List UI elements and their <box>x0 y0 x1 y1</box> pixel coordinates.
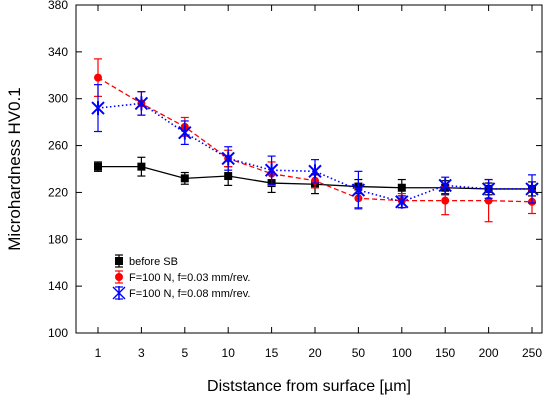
legend-marker <box>115 257 123 265</box>
y-tick-label: 220 <box>48 185 68 199</box>
y-tick-label: 140 <box>48 279 68 293</box>
x-tick-label: 10 <box>222 346 236 360</box>
x-tick-label: 1 <box>95 346 102 360</box>
series-3 <box>91 84 539 210</box>
legend-label: F=100 N, f=0.08 mm/rev. <box>129 288 250 300</box>
data-point <box>441 196 450 205</box>
y-axis-ticks: 100 140 180 220 260 300 340 380 <box>48 0 542 340</box>
x-tick-label: 100 <box>392 346 412 360</box>
data-point <box>481 181 496 196</box>
legend-item: F=100 N, f=0.08 mm/rev. <box>112 286 250 300</box>
x-axis-title: Diststance from surface [µm] <box>207 378 411 395</box>
x-tick-label: 50 <box>352 346 366 360</box>
data-point <box>178 125 192 140</box>
x-tick-label: 15 <box>265 346 279 360</box>
x-tick-label: 3 <box>138 346 145 360</box>
y-tick-label: 300 <box>48 92 68 106</box>
data-point <box>137 162 146 171</box>
data-point <box>264 163 279 178</box>
x-tick-label: 150 <box>435 346 455 360</box>
legend: before SB F=100 N, f=0.03 mm/rev. F=100 N,… <box>112 254 250 300</box>
data-point <box>221 151 235 166</box>
data-point <box>395 194 409 209</box>
data-point <box>397 183 406 192</box>
data-point <box>308 164 322 179</box>
legend-item: F=100 N, f=0.03 mm/rev. <box>115 270 250 284</box>
x-tick-label: 20 <box>308 346 322 360</box>
x-tick-label: 200 <box>479 346 499 360</box>
legend-item: before SB <box>115 254 178 268</box>
data-point <box>94 162 102 171</box>
y-tick-label: 340 <box>48 45 68 59</box>
x-tick-label: 5 <box>181 346 188 360</box>
y-tick-label: 380 <box>48 0 68 12</box>
y-tick-label: 260 <box>48 139 68 153</box>
x-axis-ticks: 1 3 5 10 15 20 50 100 150 200 250 <box>95 5 542 360</box>
legend-label: F=100 N, f=0.03 mm/rev. <box>129 272 250 284</box>
y-axis-title: Microhardness HV0.1 <box>5 87 24 250</box>
data-point <box>351 183 366 198</box>
series-2 <box>94 58 536 223</box>
x-tick-label: 250 <box>522 346 542 360</box>
legend-marker <box>115 273 123 281</box>
data-point <box>180 174 189 183</box>
data-point <box>94 73 102 82</box>
series-layer <box>91 58 539 223</box>
y-tick-label: 100 <box>48 326 68 340</box>
data-point <box>91 101 105 116</box>
legend-label: before SB <box>129 256 178 268</box>
data-point <box>134 96 149 111</box>
y-tick-label: 180 <box>48 232 68 246</box>
plot-frame <box>75 4 543 334</box>
data-point <box>438 178 452 193</box>
data-point <box>224 172 233 181</box>
legend-marker <box>112 286 126 300</box>
